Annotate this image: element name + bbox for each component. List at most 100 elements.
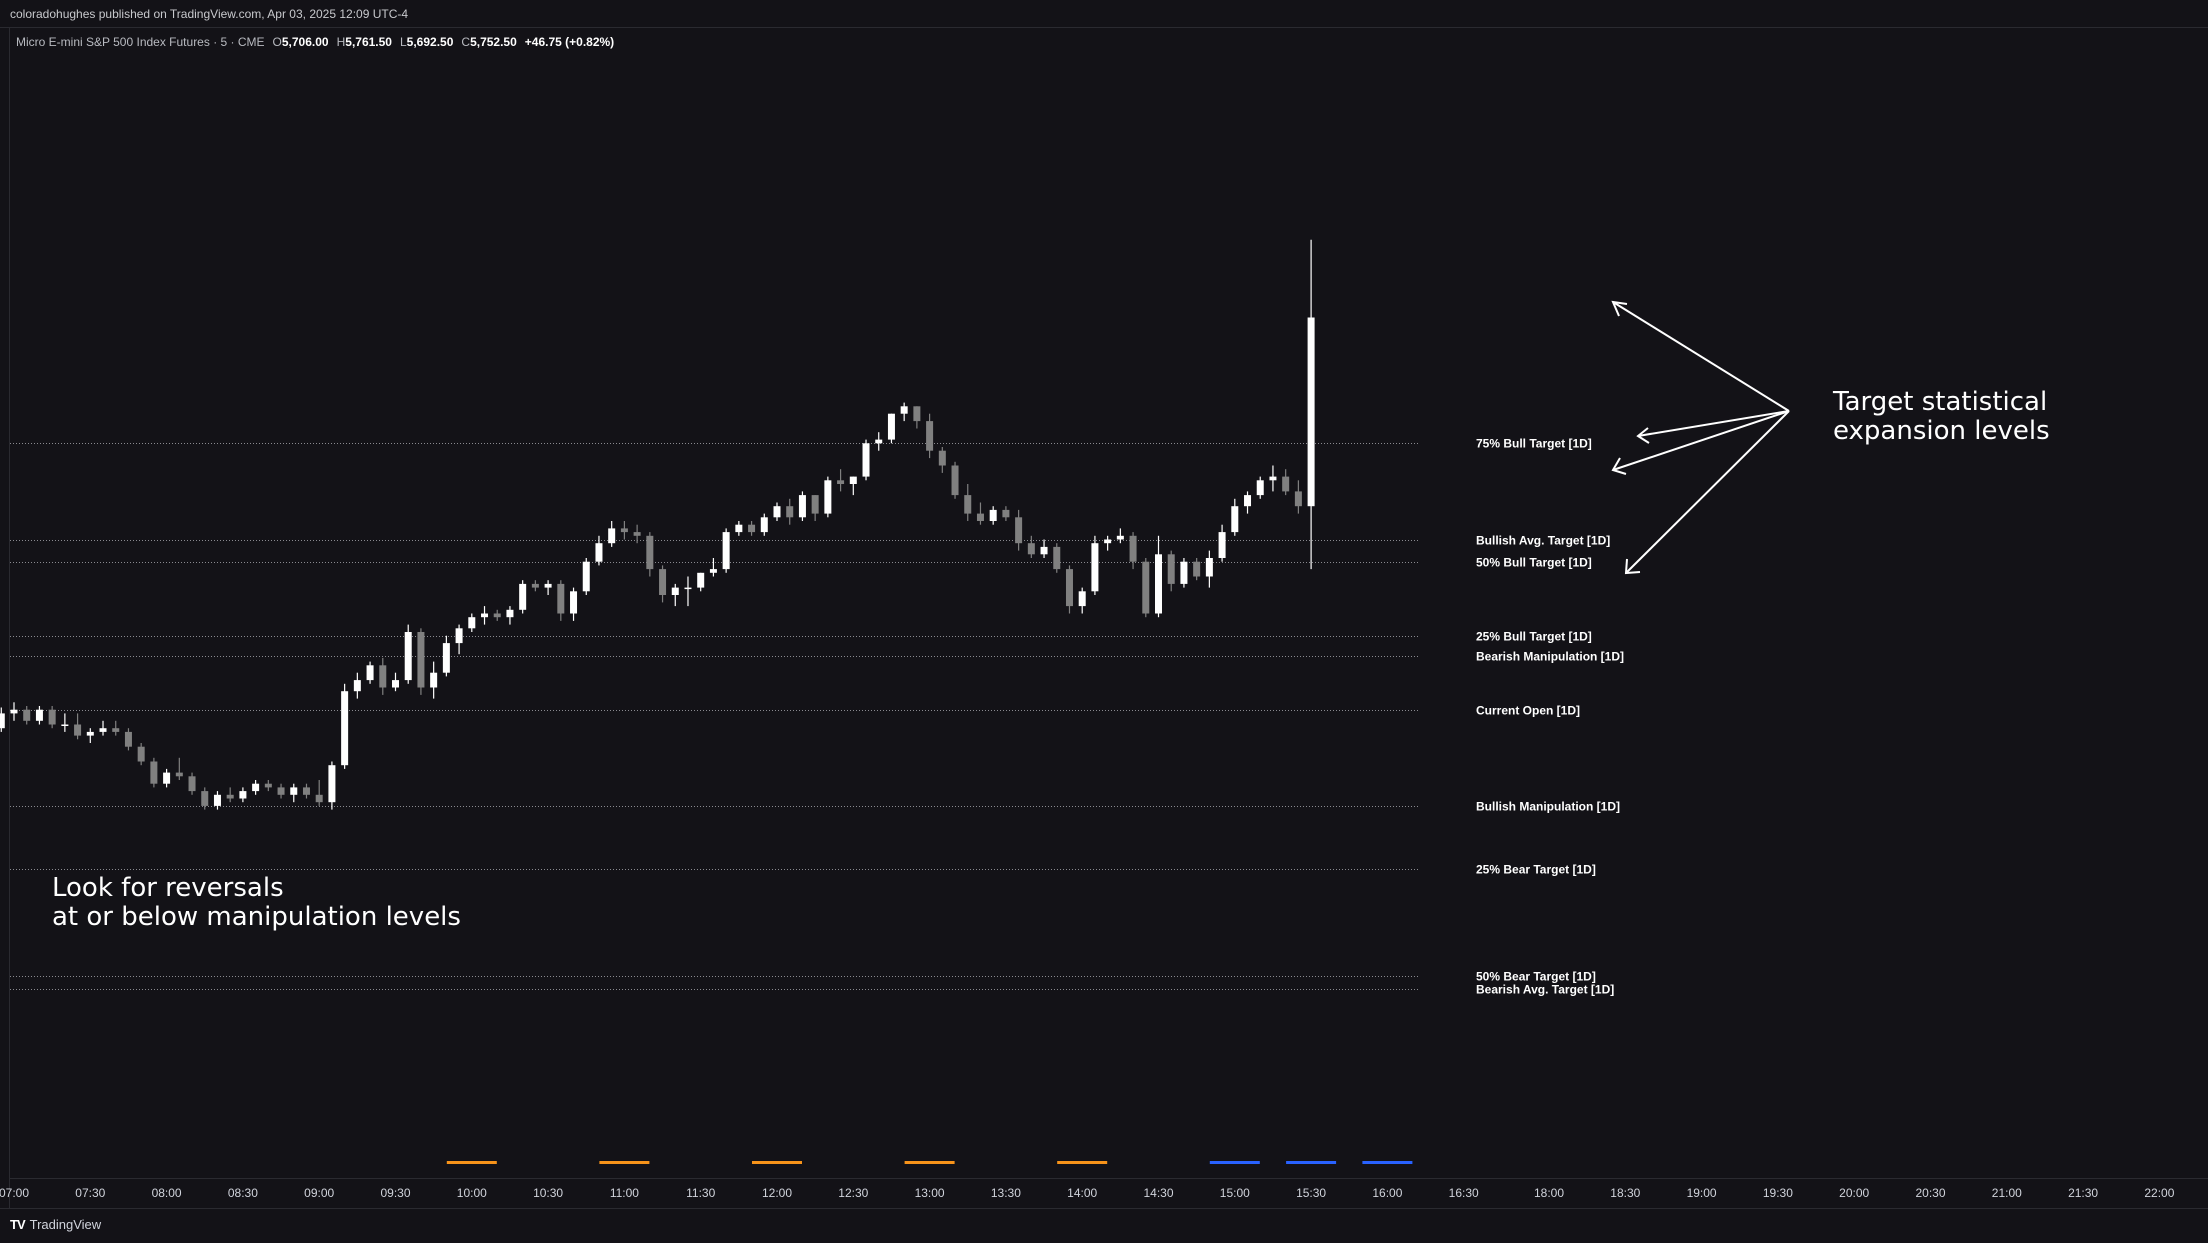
candle[interactable] — [544, 580, 552, 595]
candle[interactable] — [709, 558, 717, 577]
candle[interactable] — [23, 706, 31, 725]
symbol-name[interactable]: Micro E-mini S&P 500 Index Futures · 5 ·… — [16, 35, 265, 49]
candle[interactable] — [481, 606, 489, 625]
candle[interactable] — [366, 661, 374, 684]
candle[interactable] — [201, 787, 209, 810]
candle[interactable] — [786, 498, 794, 525]
candle[interactable] — [684, 576, 692, 607]
candle[interactable] — [175, 757, 183, 780]
candle[interactable] — [570, 587, 578, 621]
candle[interactable] — [468, 613, 476, 633]
candle[interactable] — [430, 661, 438, 699]
candle[interactable] — [1040, 539, 1048, 559]
candle[interactable] — [671, 583, 679, 607]
candle[interactable] — [837, 469, 845, 492]
brand[interactable]: TV TradingView — [10, 1217, 101, 1232]
candle[interactable] — [1294, 480, 1302, 514]
candle[interactable] — [887, 413, 895, 444]
candle[interactable] — [35, 706, 43, 725]
candle[interactable] — [938, 447, 946, 473]
candle[interactable] — [608, 521, 616, 547]
candle[interactable] — [824, 476, 832, 518]
candle[interactable] — [697, 572, 705, 592]
candle[interactable] — [1015, 509, 1023, 551]
candle[interactable] — [442, 635, 450, 677]
candle[interactable] — [798, 491, 806, 521]
candle[interactable] — [646, 532, 654, 577]
candle[interactable] — [61, 713, 69, 732]
candle[interactable] — [264, 780, 272, 792]
candle[interactable] — [188, 772, 196, 795]
candle[interactable] — [531, 580, 539, 592]
candle[interactable] — [1193, 558, 1201, 581]
candle[interactable] — [913, 406, 921, 429]
candle[interactable] — [1244, 491, 1252, 514]
candle[interactable] — [557, 580, 565, 621]
candle[interactable] — [862, 439, 870, 481]
candle[interactable] — [99, 720, 107, 736]
candle[interactable] — [379, 657, 387, 695]
candle[interactable] — [290, 783, 298, 803]
candle[interactable] — [277, 783, 285, 799]
candle[interactable] — [519, 580, 527, 614]
candle[interactable] — [1218, 524, 1226, 562]
candle[interactable] — [124, 728, 132, 751]
candle[interactable] — [659, 565, 667, 603]
candle[interactable] — [341, 683, 349, 769]
candle[interactable] — [1231, 498, 1239, 536]
candle[interactable] — [1269, 465, 1277, 492]
candle[interactable] — [163, 768, 171, 788]
candle[interactable] — [1142, 558, 1150, 618]
candle[interactable] — [1282, 469, 1290, 496]
candle[interactable] — [1091, 535, 1099, 595]
candle[interactable] — [328, 761, 336, 810]
candle[interactable] — [1053, 543, 1061, 573]
candle[interactable] — [137, 743, 145, 766]
candle[interactable] — [1167, 550, 1175, 592]
candle[interactable] — [620, 521, 628, 540]
candle[interactable] — [1104, 535, 1112, 551]
candle[interactable] — [1002, 506, 1010, 521]
candle[interactable] — [506, 606, 514, 625]
candle[interactable] — [1205, 550, 1213, 588]
candle[interactable] — [455, 624, 463, 655]
candle[interactable] — [1078, 587, 1086, 614]
candle[interactable] — [722, 528, 730, 573]
candle[interactable] — [417, 628, 425, 695]
candle[interactable] — [1027, 535, 1035, 558]
candle[interactable] — [493, 609, 501, 621]
candle[interactable] — [951, 461, 959, 499]
candle[interactable] — [748, 521, 756, 536]
candle[interactable] — [1256, 476, 1264, 499]
candle[interactable] — [1116, 528, 1124, 544]
candle[interactable] — [48, 706, 56, 729]
candle[interactable] — [302, 783, 310, 799]
candle[interactable] — [404, 624, 412, 684]
candle[interactable] — [0, 707, 5, 732]
candle[interactable] — [315, 780, 323, 806]
candle[interactable] — [150, 757, 158, 788]
candle[interactable] — [926, 413, 934, 459]
candle[interactable] — [1180, 558, 1188, 588]
candle[interactable] — [392, 672, 399, 692]
candle[interactable] — [976, 502, 984, 525]
candle[interactable] — [112, 720, 120, 736]
candle[interactable] — [773, 502, 781, 522]
candle[interactable] — [1155, 535, 1162, 618]
candle[interactable] — [74, 713, 82, 740]
candle[interactable] — [849, 476, 857, 496]
candle[interactable] — [213, 791, 221, 810]
candle[interactable] — [252, 780, 260, 795]
candle[interactable] — [1065, 565, 1073, 614]
candle[interactable] — [964, 484, 972, 521]
candle[interactable] — [1129, 532, 1137, 570]
candle[interactable] — [226, 787, 234, 803]
candle[interactable] — [735, 521, 743, 536]
candle[interactable] — [989, 506, 997, 525]
candle[interactable] — [633, 524, 641, 544]
candle[interactable] — [875, 432, 883, 451]
candle[interactable] — [582, 558, 590, 595]
candle[interactable] — [1307, 239, 1315, 570]
candle[interactable] — [353, 672, 361, 699]
